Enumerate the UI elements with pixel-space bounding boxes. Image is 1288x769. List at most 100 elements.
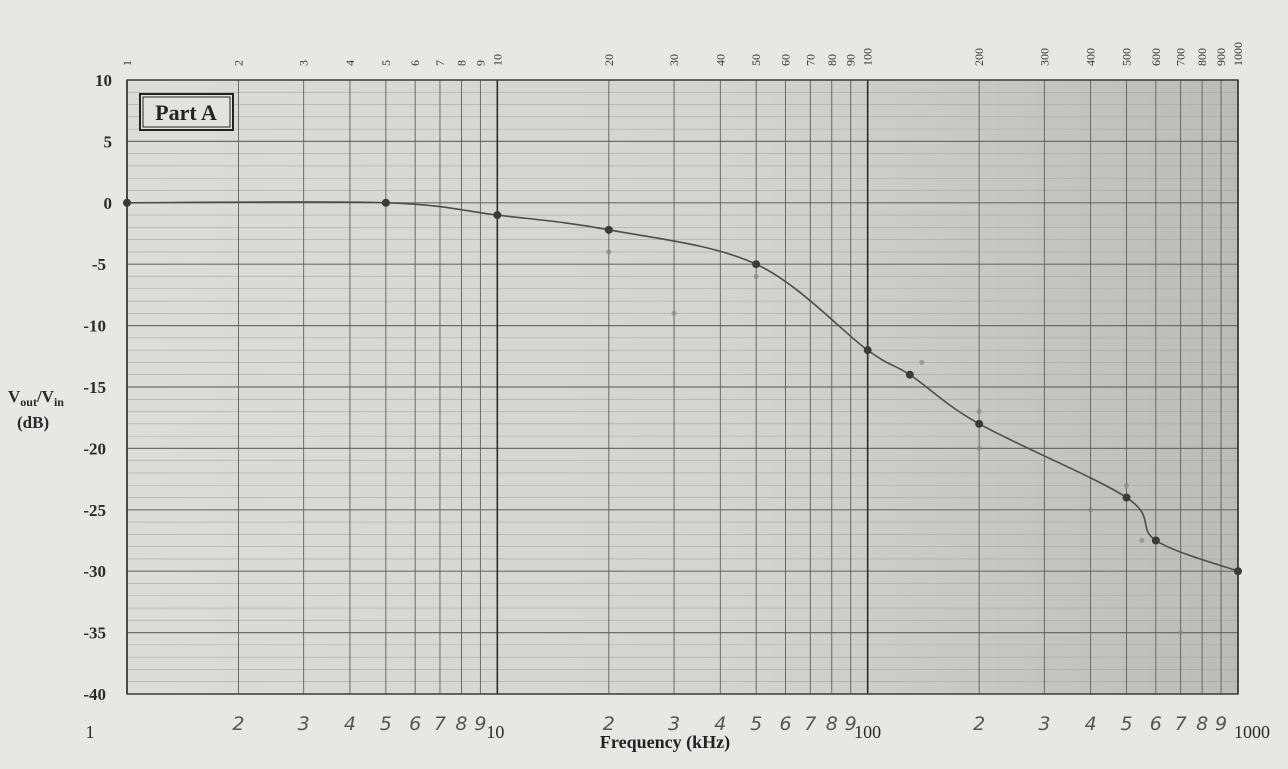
x-tick-label-bottom: 9 <box>845 713 857 735</box>
x-tick-label-top: 40 <box>713 54 727 66</box>
y-tick-label: -35 <box>83 624 106 643</box>
faint-point <box>1139 538 1145 543</box>
x-tick-label-top: 300 <box>1037 48 1051 66</box>
x-tick-label-top: 6 <box>408 60 422 66</box>
data-point <box>1151 536 1160 545</box>
x-tick-label-top: 1000 <box>1231 42 1245 66</box>
x-tick-label-bottom: 5 <box>1120 713 1132 735</box>
y-axis-label-units: (dB) <box>17 413 49 432</box>
x-tick-label-bottom: 2 <box>232 713 244 735</box>
faint-point <box>671 310 677 316</box>
x-tick-label-bottom: 3 <box>1038 713 1050 735</box>
y-tick-label: -25 <box>83 501 106 520</box>
y-axis-label-sub2: in <box>54 395 64 409</box>
x-tick-label-top: 60 <box>779 54 793 66</box>
data-point <box>123 198 131 207</box>
x-tick-label-bottom: 4 <box>714 713 726 735</box>
y-tick-label: -10 <box>83 317 106 336</box>
x-tick-label-top: 8 <box>454 60 468 66</box>
data-point <box>863 346 872 355</box>
x-tick-label-bottom: 9 <box>474 713 486 735</box>
x-tick-label-bottom: 9 <box>1215 713 1227 735</box>
y-axis-label-sep: /V <box>36 387 55 406</box>
x-tick-label-top: 4 <box>343 60 357 66</box>
data-point <box>975 419 984 428</box>
data-point <box>1234 567 1242 576</box>
x-tick-label-top: 10 <box>490 54 504 66</box>
data-point <box>604 225 613 234</box>
x-tick-label-bottom: 2 <box>603 713 615 735</box>
x-tick-label-bottom: 8 <box>826 713 838 735</box>
svg-text:Vout/Vin: Vout/Vin <box>8 387 64 409</box>
x-tick-label-bottom: 1000 <box>1234 722 1270 742</box>
faint-point <box>1088 507 1094 513</box>
data-point <box>381 198 390 207</box>
x-tick-label-top: 5 <box>379 60 393 66</box>
x-tick-label-bottom: 10 <box>486 722 504 742</box>
plot-border <box>126 79 1239 695</box>
y-tick-label: 10 <box>95 71 112 90</box>
y-tick-label: -5 <box>92 255 106 274</box>
x-tick-label-top: 100 <box>861 48 875 66</box>
y-axis-label-main: V <box>8 387 21 406</box>
y-tick-label: -30 <box>83 562 106 581</box>
x-tick-label-bottom: 7 <box>1175 713 1187 735</box>
y-tick-labels: 10 5 0 -5 -10 -15 -20 -25 -30 -35 -40 <box>83 71 112 704</box>
y-tick-label: -15 <box>83 378 106 397</box>
x-tick-label-bottom: 6 <box>779 713 791 735</box>
x-axis-label: Frequency (kHz) <box>600 732 730 753</box>
x-tick-label-top: 80 <box>825 54 839 66</box>
x-tick-label-top: 800 <box>1195 48 1209 66</box>
faint-point <box>753 273 759 279</box>
x-tick-label-bottom: 2 <box>973 713 985 735</box>
y-tick-label: -40 <box>83 685 106 704</box>
x-tick-label-bottom: 1 <box>86 722 95 742</box>
data-point <box>493 211 502 220</box>
y-tick-label: 5 <box>104 132 113 151</box>
data-point <box>752 260 761 269</box>
x-tick-label-bottom: 100 <box>854 722 881 742</box>
part-label-box: Part A <box>139 93 234 131</box>
y-axis-label-sub1: out <box>20 395 37 409</box>
faint-point <box>976 409 982 415</box>
x-tick-label-top: 20 <box>602 54 616 66</box>
x-tick-label-top: 200 <box>972 48 986 66</box>
x-tick-label-bottom: 4 <box>1085 713 1097 735</box>
x-tick-label-bottom: 6 <box>409 713 421 735</box>
data-points <box>123 198 1242 576</box>
x-tick-label-bottom: 5 <box>380 713 392 735</box>
x-tick-label-top: 90 <box>844 54 858 66</box>
x-tick-label-top: 9 <box>473 60 487 66</box>
x-tick-label-top: 30 <box>667 54 681 66</box>
y-tick-label: -20 <box>83 439 106 458</box>
x-tick-label-top: 3 <box>297 60 311 66</box>
faint-point <box>1124 482 1130 488</box>
chart-title: Part A <box>155 100 217 125</box>
x-tick-label-top: 700 <box>1174 48 1188 66</box>
x-tick-label-bottom: 5 <box>750 713 762 735</box>
x-tick-label-bottom: 4 <box>344 713 356 735</box>
x-tick-label-top: 2 <box>231 60 245 66</box>
x-tick-label-top: 600 <box>1149 48 1163 66</box>
x-tick-label-top: 7 <box>433 60 447 66</box>
y-tick-label: 0 <box>104 194 113 213</box>
y-axis-label: Vout/Vin (dB) <box>8 387 64 432</box>
x-tick-label-bottom: 6 <box>1150 713 1162 735</box>
x-tick-label-top: 500 <box>1120 48 1134 66</box>
x-tick-label-bottom: 3 <box>298 713 310 735</box>
x-tick-label-bottom: 7 <box>804 713 816 735</box>
data-point <box>905 370 914 379</box>
x-tick-label-top: 70 <box>803 54 817 66</box>
x-tick-label-top: 1 <box>120 60 134 66</box>
faint-point <box>1178 630 1184 636</box>
x-tick-label-bottom: 3 <box>668 713 680 735</box>
x-tick-label-bottom: 7 <box>434 713 446 735</box>
faint-point <box>919 359 925 365</box>
x-tick-label-bottom: 8 <box>455 713 467 735</box>
x-tick-label-bottom: 8 <box>1196 713 1208 735</box>
faint-point <box>976 445 982 451</box>
x-tick-labels-top: 1 2 3 4 5 6 7 8 9 10 20 30 40 50 60 70 80 90 100 200 300 400 5… <box>120 42 1245 66</box>
